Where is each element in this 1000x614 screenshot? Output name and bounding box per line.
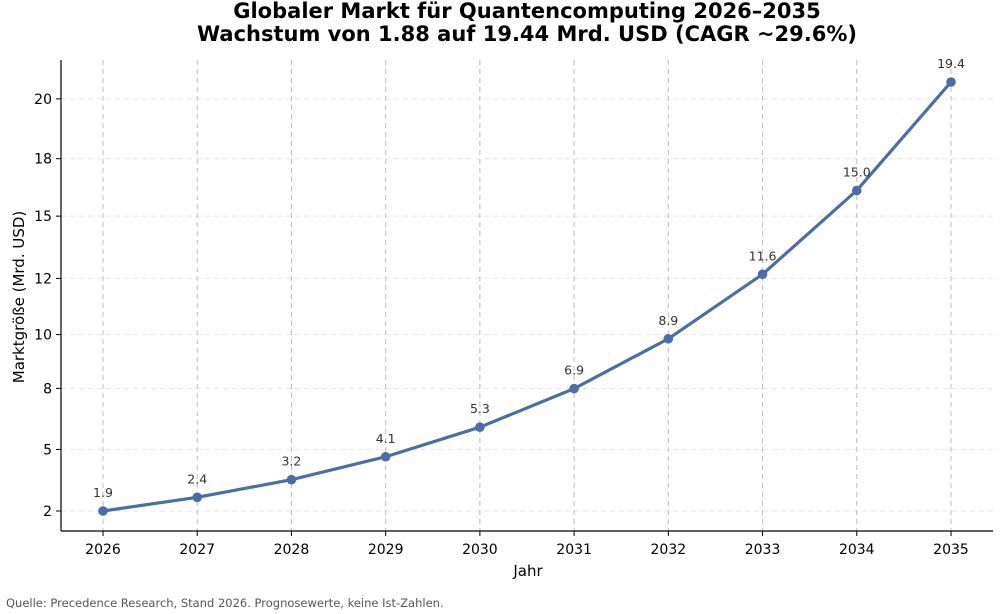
data-label: 5.3 — [470, 401, 490, 416]
x-tick-label: 2030 — [462, 542, 498, 558]
data-point — [569, 383, 579, 394]
x-tick-label: 2034 — [839, 542, 875, 558]
data-label: 2.4 — [187, 471, 207, 486]
y-tick-label: 12 — [34, 271, 52, 287]
data-label: 6.9 — [564, 363, 584, 378]
x-tick-label: 2033 — [745, 542, 781, 558]
y-tick-label: 15 — [34, 209, 52, 225]
chart-title: Globaler Markt für Quantencomputing 2026… — [233, 0, 821, 23]
data-point — [380, 451, 391, 462]
series — [98, 77, 956, 516]
x-tick-label: 2026 — [85, 542, 121, 558]
data-point — [851, 185, 862, 196]
source-note: Quelle: Precedence Research, Stand 2026.… — [6, 596, 444, 610]
data-point — [757, 269, 768, 280]
y-tick-label: 5 — [43, 442, 52, 458]
y-tick-label: 10 — [34, 328, 52, 344]
data-point — [192, 492, 203, 503]
data-label: 1.9 — [93, 485, 113, 500]
data-label: 4.1 — [376, 431, 396, 446]
data-point — [663, 333, 674, 344]
y-tick-label: 8 — [43, 381, 52, 397]
data-label: 8.9 — [658, 313, 678, 328]
data-labels: 1.9 2.4 3.2 4.1 5.3 6.9 8.9 11.6 15.0 19.4 — [93, 56, 965, 500]
y-axis-label: Marktgröße (Mrd. USD) — [10, 211, 28, 384]
data-point — [286, 474, 297, 485]
grid — [61, 60, 993, 531]
x-tick-label: 2028 — [274, 542, 310, 558]
x-tick-label: 2027 — [179, 542, 215, 558]
data-point — [946, 77, 956, 87]
data-label: 11.6 — [749, 248, 777, 263]
y-tick-label: 18 — [34, 152, 52, 168]
axes: 2 5 8 10 12 15 18 20 2026 2027 2028 2029 2030 2031 203… — [34, 60, 993, 558]
data-label: 19.4 — [937, 56, 965, 71]
y-tick-label: 20 — [34, 92, 52, 108]
x-tick-label: 2031 — [556, 542, 592, 558]
data-point — [98, 506, 108, 516]
chart-subtitle: Wachstum von 1.88 auf 19.44 Mrd. USD (CA… — [197, 22, 857, 46]
x-tick-label: 2029 — [368, 542, 404, 558]
data-label: 3.2 — [281, 454, 301, 469]
series-line — [101, 80, 953, 513]
data-label: 15.0 — [843, 164, 871, 179]
x-axis-label: Jahr — [512, 562, 543, 580]
data-point — [475, 422, 485, 433]
y-tick-label: 2 — [43, 504, 52, 520]
x-tick-label: 2032 — [651, 542, 687, 558]
x-tick-label: 2035 — [933, 542, 969, 558]
